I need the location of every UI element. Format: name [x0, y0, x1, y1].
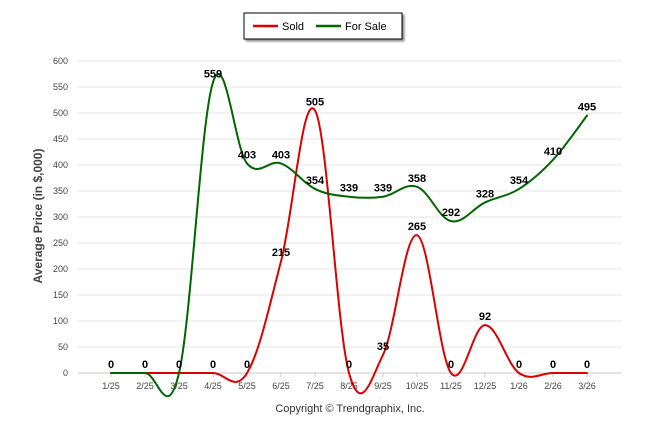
data-point-for-sale	[212, 81, 214, 84]
data-point-sold	[348, 372, 350, 374]
data-point-for-sale	[178, 372, 180, 374]
y-tick-label: 150	[53, 290, 68, 300]
data-label-sold: 0	[550, 359, 556, 371]
x-tick-label: 8/25	[340, 381, 358, 391]
data-point-sold	[212, 372, 214, 374]
y-tick-label: 200	[53, 264, 68, 274]
data-point-for-sale	[246, 162, 248, 165]
x-tick-label: 7/25	[306, 381, 324, 391]
y-tick-label: 0	[63, 368, 68, 378]
data-label-sold: 0	[108, 359, 114, 371]
x-tick-label: 5/25	[238, 381, 256, 391]
data-label-for-sale: 328	[476, 188, 494, 200]
data-label-sold: 0	[346, 359, 352, 371]
x-tick-label: 2/25	[136, 381, 154, 391]
data-label-for-sale: 495	[578, 102, 596, 114]
x-tick-label: 9/25	[374, 381, 392, 391]
data-point-sold	[382, 354, 384, 356]
data-label-for-sale: 559	[204, 68, 222, 80]
data-point-for-sale	[552, 159, 554, 161]
y-axis-title: Average Price (in $,000)	[31, 149, 45, 284]
data-point-sold	[586, 372, 588, 374]
data-point-sold	[246, 372, 248, 374]
data-label-sold: 505	[306, 96, 324, 108]
x-tick-label: 10/25	[406, 381, 429, 391]
data-label-for-sale: 358	[408, 173, 426, 185]
data-label-sold: 0	[142, 359, 148, 371]
data-label-for-sale: 403	[272, 149, 290, 161]
data-label-sold: 0	[516, 359, 522, 371]
x-tick-label: 3/26	[578, 381, 596, 391]
copyright-credit: Copyright © Trendgraphix, Inc.	[275, 403, 424, 415]
grid-lines	[78, 60, 622, 348]
data-label-for-sale: 354	[510, 175, 529, 187]
x-tick-label: 3/25	[170, 381, 188, 391]
data-point-for-sale	[518, 188, 520, 190]
data-label-sold: 92	[479, 311, 491, 323]
series-sold	[110, 107, 588, 395]
data-labels: 0 0 0 0 0 215 505 0 35 265 0 92 0 0 0 559 403 403 354 339 33…	[108, 68, 596, 371]
series-for-sale	[110, 73, 588, 398]
data-point-sold	[518, 372, 520, 374]
data-label-for-sale: 403	[238, 149, 256, 161]
data-point-for-sale	[382, 195, 384, 198]
data-label-for-sale: 354	[306, 175, 325, 187]
x-tick-label: 2/26	[544, 381, 562, 391]
data-label-sold: 0	[210, 359, 216, 371]
data-point-for-sale	[314, 188, 316, 190]
data-point-sold	[416, 234, 418, 236]
x-tick-label: 1/26	[510, 381, 528, 391]
data-label-sold: 0	[448, 359, 454, 371]
y-tick-label: 250	[53, 238, 68, 248]
data-label-sold: 0	[176, 359, 182, 371]
data-label-sold: 215	[272, 247, 290, 259]
x-tick-label: 12/25	[474, 381, 497, 391]
data-point-for-sale	[450, 220, 452, 222]
data-label-sold: 265	[408, 221, 426, 233]
legend: Sold For Sale	[243, 12, 403, 40]
x-tick-label: 4/25	[204, 381, 222, 391]
data-label-sold: 0	[584, 359, 590, 371]
x-tick-label: 11/25	[440, 381, 462, 391]
y-tick-label: 450	[53, 134, 68, 144]
data-point-for-sale	[144, 372, 146, 374]
y-axis-ticks: 0 50 100 150 200 250 300 350 400 450 500 550 600	[53, 56, 68, 378]
series-line-for-sale	[110, 73, 588, 398]
data-point-sold	[450, 372, 452, 374]
data-label-for-sale: 410	[544, 146, 562, 158]
y-tick-label: 550	[53, 82, 68, 92]
y-tick-label: 50	[58, 342, 68, 352]
y-tick-label: 300	[53, 212, 68, 222]
y-tick-label: 350	[53, 186, 68, 196]
data-point-sold	[552, 372, 554, 374]
data-label-for-sale: 339	[374, 183, 392, 195]
x-tick-label: 6/25	[272, 381, 290, 391]
data-point-for-sale	[416, 186, 418, 188]
data-point-for-sale	[484, 201, 486, 204]
x-axis-ticks: 1/25 2/25 3/25 4/25 5/25 6/25 7/25 8/25 9/25 10/2…	[102, 373, 596, 391]
y-tick-label: 400	[53, 160, 68, 170]
y-tick-label: 600	[53, 56, 68, 66]
data-point-for-sale	[348, 195, 350, 198]
y-tick-label: 100	[53, 316, 68, 326]
data-point-sold	[484, 324, 486, 326]
data-point-for-sale	[586, 114, 588, 117]
legend-label-sold: Sold	[282, 21, 304, 33]
series-lines	[110, 73, 588, 398]
data-label-sold: 0	[244, 359, 250, 371]
legend-label-for-sale: For Sale	[345, 21, 387, 33]
data-label-for-sale: 339	[340, 183, 358, 195]
data-point-for-sale	[110, 372, 112, 374]
data-point-for-sale	[280, 162, 282, 165]
data-point-sold	[314, 109, 316, 112]
data-point-sold	[280, 260, 282, 263]
x-tick-label: 1/25	[102, 381, 120, 391]
data-label-for-sale: 292	[442, 207, 460, 219]
data-label-sold: 35	[377, 341, 389, 353]
y-tick-label: 500	[53, 108, 68, 118]
